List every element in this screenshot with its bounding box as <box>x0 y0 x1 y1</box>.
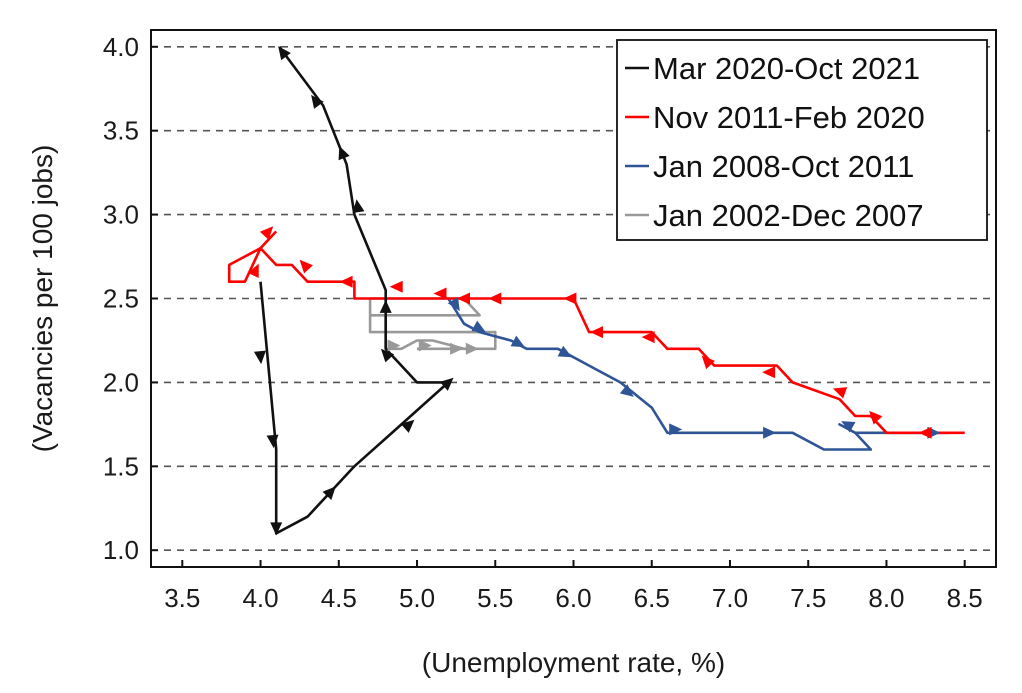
arrow-marker-2-10 <box>433 287 447 300</box>
arrow-marker-0-1 <box>418 339 432 352</box>
arrow-marker-1-3 <box>557 345 572 358</box>
arrow-marker-3-8 <box>352 199 365 214</box>
arrow-marker-1-5 <box>669 423 683 436</box>
arrow-marker-1-4 <box>619 384 634 397</box>
arrow-marker-1-0 <box>447 296 460 312</box>
y-tick-label: 2.5 <box>103 284 139 314</box>
y-tick-label: 2.0 <box>103 367 139 397</box>
arrow-marker-3-1 <box>266 434 279 449</box>
y-tick-label: 1.5 <box>103 451 139 481</box>
arrow-marker-2-3 <box>762 366 776 379</box>
x-tick-label: 5.0 <box>399 583 435 613</box>
x-tick-label: 5.5 <box>477 583 513 613</box>
x-tick-label: 8.5 <box>947 583 983 613</box>
arrow-marker-1-7 <box>841 421 856 433</box>
y-tick-label: 4.0 <box>103 32 139 62</box>
x-tick-label: 8.0 <box>868 583 904 613</box>
y-tick-label: 3.5 <box>103 116 139 146</box>
y-axis-label: (Vacancies per 100 jobs) <box>27 145 58 453</box>
y-axis-ticks: 1.0 1.5 2.0 2.5 3.0 3.5 4.0 <box>103 32 158 565</box>
legend-box <box>616 39 988 241</box>
arrow-marker-2-13 <box>299 259 313 274</box>
x-tick-label: 4.0 <box>242 583 278 613</box>
arrow-marker-2-14 <box>259 226 274 240</box>
arrow-marker-3-7 <box>379 299 392 313</box>
arrow-marker-1-2 <box>510 335 525 348</box>
arrow-marker-3-3 <box>322 486 336 500</box>
arrow-marker-2-12 <box>339 275 353 288</box>
x-tick-label: 4.5 <box>321 583 357 613</box>
arrow-marker-3-6 <box>380 348 395 363</box>
arrow-marker-2-7 <box>563 292 577 305</box>
x-tick-label: 3.5 <box>164 583 200 613</box>
x-tick-label: 7.0 <box>712 583 748 613</box>
arrow-marker-1-6 <box>763 426 777 439</box>
direction-arrows <box>247 46 941 536</box>
x-tick-label: 7.5 <box>790 583 826 613</box>
arrow-marker-1-1 <box>471 320 486 333</box>
y-tick-label: 1.0 <box>103 535 139 565</box>
y-tick-label: 3.0 <box>103 200 139 230</box>
x-tick-label: 6.0 <box>555 583 591 613</box>
arrow-marker-2-9 <box>457 292 470 305</box>
x-tick-label: 6.5 <box>634 583 670 613</box>
arrow-marker-2-0 <box>918 426 932 439</box>
arrow-marker-2-2 <box>832 387 848 399</box>
arrow-marker-3-2 <box>270 522 283 536</box>
series-line-3 <box>259 46 450 535</box>
arrow-marker-3-10 <box>311 94 324 109</box>
series-line-1 <box>447 297 950 451</box>
legend: Mar 2020-Oct 2021 Nov 2011-Feb 2020 Jan 20… <box>616 39 988 241</box>
legend-entry-2: Jan 2008-Oct 2011 <box>653 149 914 184</box>
arrow-marker-0-0 <box>387 339 401 352</box>
arrow-marker-2-15 <box>247 263 259 278</box>
arrow-marker-2-1 <box>869 410 883 425</box>
arrow-marker-3-4 <box>400 419 415 433</box>
legend-entry-3: Jan 2002-Dec 2007 <box>653 198 924 233</box>
legend-entry-1: Nov 2011-Feb 2020 <box>653 100 925 135</box>
legend-entry-0: Mar 2020-Oct 2021 <box>653 51 920 86</box>
arrow-marker-0-2 <box>450 342 464 355</box>
x-axis-label: (Unemployment rate, %) <box>422 647 725 678</box>
arrow-marker-2-11 <box>389 280 403 293</box>
arrow-marker-2-6 <box>590 326 603 339</box>
x-axis-ticks: 3.5 4.0 4.5 5.0 5.5 6.0 6.5 7.0 7.5 8.0 8.5 <box>164 560 983 613</box>
arrow-marker-3-11 <box>278 46 291 61</box>
arrow-marker-3-9 <box>338 146 350 161</box>
arrow-marker-2-8 <box>488 292 502 305</box>
arrow-marker-2-4 <box>701 355 715 370</box>
arrow-marker-2-5 <box>641 331 655 344</box>
arrow-marker-3-0 <box>253 350 266 365</box>
arrow-marker-3-5 <box>439 377 454 391</box>
arrow-marker-0-3 <box>465 342 479 355</box>
